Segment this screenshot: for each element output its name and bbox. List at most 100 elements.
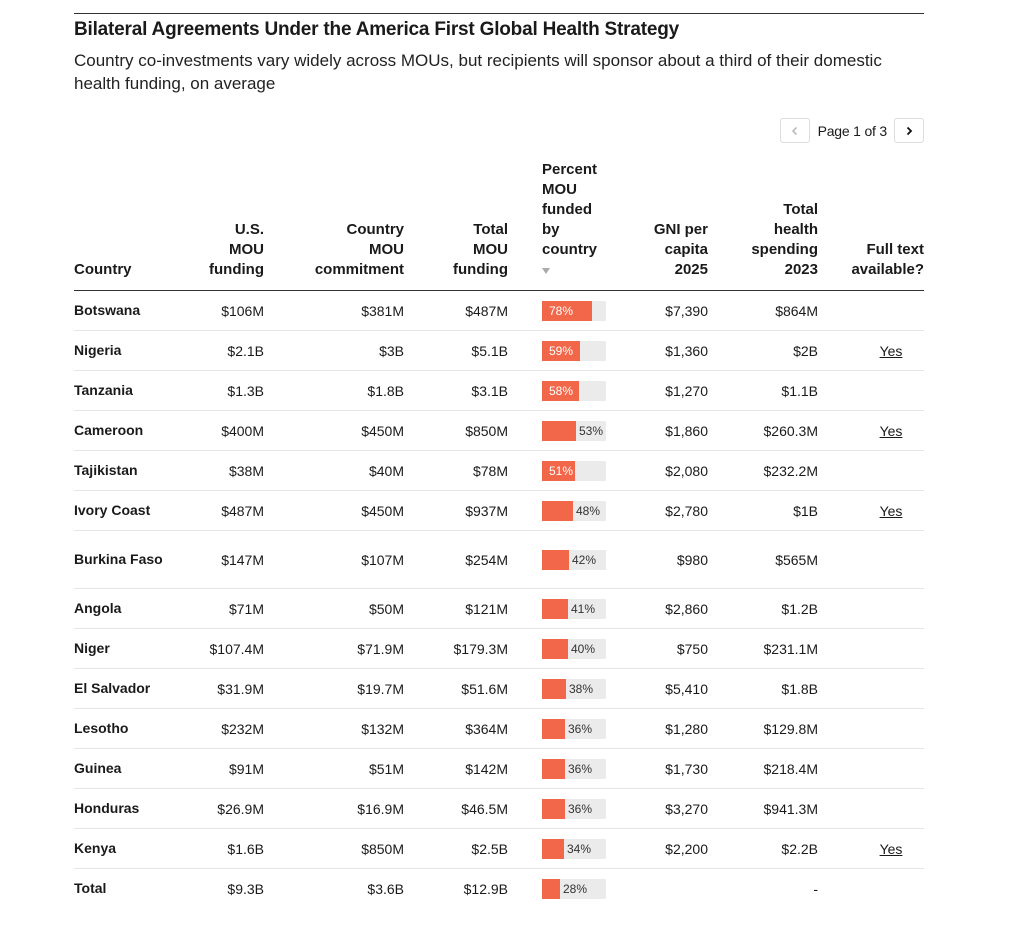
percent-bar-fill [542, 838, 564, 859]
percent-cell: 40% [508, 628, 644, 669]
full-text-cell: Yes [818, 828, 924, 869]
col-header-full-text[interactable]: Full text available? [818, 160, 924, 291]
col-header-country-commitment[interactable]: Country MOU commitment [264, 160, 404, 291]
us-funding-cell: $106M [174, 290, 264, 331]
col-header-health-spending[interactable]: Total health spending 2023 [708, 160, 818, 291]
us-funding-cell: $147M [174, 530, 264, 589]
percent-bar-track: 42% [542, 549, 606, 570]
col-header-total-funding[interactable]: Total MOU funding [404, 160, 508, 291]
health-spending-cell: $2B [708, 330, 818, 371]
total-funding-cell: $121M [404, 588, 508, 629]
col-header-gni[interactable]: GNI per capita 2025 [644, 160, 708, 291]
percent-label: 38% [569, 681, 594, 696]
percent-cell: 48% [508, 490, 644, 531]
table-row: Guinea $91M $51M $142M 36% $1,730 $218.4M [74, 748, 924, 789]
health-spending-cell: $941.3M [708, 788, 818, 829]
full-text-cell [818, 588, 924, 629]
percent-bar-track: 34% [542, 838, 606, 859]
country-commitment-cell: $3.6B [264, 868, 404, 908]
health-spending-cell: $864M [708, 290, 818, 331]
percent-bar-fill [542, 678, 566, 699]
table-row: Ivory Coast $487M $450M $937M 48% $2,780 $1B Ye… [74, 490, 924, 531]
total-funding-cell: $5.1B [404, 330, 508, 371]
health-spending-cell: $129.8M [708, 708, 818, 749]
percent-bar-track: 58% [542, 380, 606, 401]
sort-descending-icon[interactable] [542, 268, 550, 274]
full-text-cell [818, 788, 924, 829]
percent-label: 53% [579, 423, 604, 438]
total-funding-cell: $142M [404, 748, 508, 789]
percent-label: 42% [572, 552, 597, 567]
country-commitment-cell: $51M [264, 748, 404, 789]
total-funding-cell: $364M [404, 708, 508, 749]
page-indicator: Page 1 of 3 [817, 122, 888, 139]
gni-cell: $2,200 [644, 828, 708, 869]
country-commitment-cell: $450M [264, 410, 404, 451]
full-text-cell [818, 450, 924, 491]
us-funding-cell: $232M [174, 708, 264, 749]
gni-cell: $5,410 [644, 668, 708, 709]
table-row: Botswana $106M $381M $487M 78% $7,390 $864M [74, 290, 924, 331]
full-text-link[interactable]: Yes [879, 342, 903, 359]
percent-bar-fill [542, 598, 568, 619]
country-commitment-cell: $1.8B [264, 370, 404, 411]
percent-bar-track: 41% [542, 598, 606, 619]
full-text-link[interactable]: Yes [879, 840, 903, 857]
gni-cell: $2,780 [644, 490, 708, 531]
total-funding-cell: $78M [404, 450, 508, 491]
percent-cell: 78% [508, 290, 644, 331]
percent-cell: 28% [508, 868, 644, 908]
full-text-cell: Yes [818, 330, 924, 371]
percent-label: 41% [571, 601, 596, 616]
percent-bar-fill [542, 798, 565, 819]
country-cell: Total [74, 868, 174, 908]
prev-page-button[interactable] [779, 118, 810, 143]
country-cell: Botswana [74, 290, 174, 331]
full-text-cell [818, 668, 924, 709]
percent-label: 58% [549, 383, 574, 398]
percent-cell: 42% [508, 530, 644, 589]
gni-cell: $3,270 [644, 788, 708, 829]
percent-bar-fill [542, 638, 568, 659]
full-text-link[interactable]: Yes [879, 502, 903, 519]
us-funding-cell: $400M [174, 410, 264, 451]
gni-cell: $7,390 [644, 290, 708, 331]
col-header-us-funding[interactable]: U.S. MOU funding [174, 160, 264, 291]
top-rule [74, 13, 924, 14]
us-funding-cell: $26.9M [174, 788, 264, 829]
table-row: Burkina Faso $147M $107M $254M 42% $980 $565M [74, 530, 924, 589]
health-spending-cell: $260.3M [708, 410, 818, 451]
total-funding-cell: $937M [404, 490, 508, 531]
full-text-link[interactable]: Yes [879, 422, 903, 439]
col-header-percent-funded[interactable]: Percent MOU funded by country [508, 160, 644, 291]
percent-bar-fill [542, 420, 576, 441]
next-page-button[interactable] [894, 118, 924, 143]
table-row: Cameroon $400M $450M $850M 53% $1,860 $260.3M Y… [74, 410, 924, 451]
percent-bar-track: 48% [542, 500, 606, 521]
gni-cell: $1,860 [644, 410, 708, 451]
table-row: Angola $71M $50M $121M 41% $2,860 $1.2B [74, 588, 924, 629]
gni-cell: $1,360 [644, 330, 708, 371]
percent-bar-track: 40% [542, 638, 606, 659]
percent-cell: 53% [508, 410, 644, 451]
table-row: Nigeria $2.1B $3B $5.1B 59% $1,360 $2B Yes [74, 330, 924, 371]
us-funding-cell: $9.3B [174, 868, 264, 908]
percent-bar-track: 28% [542, 878, 606, 899]
col-header-country[interactable]: Country [74, 160, 174, 291]
percent-label: 48% [576, 503, 601, 518]
percent-bar-track: 59% [542, 340, 606, 361]
country-cell: Kenya [74, 828, 174, 869]
percent-cell: 34% [508, 828, 644, 869]
us-funding-cell: $487M [174, 490, 264, 531]
percent-label: 36% [568, 721, 593, 736]
us-funding-cell: $91M [174, 748, 264, 789]
percent-bar-fill [542, 758, 565, 779]
country-cell: Niger [74, 628, 174, 669]
header-row: Country U.S. MOU funding Country MOU commitm… [74, 160, 924, 291]
percent-bar-fill [542, 460, 575, 481]
health-spending-cell: $232.2M [708, 450, 818, 491]
full-text-cell [818, 290, 924, 331]
table-row: Honduras $26.9M $16.9M $46.5M 36% $3,270 $941.… [74, 788, 924, 829]
health-spending-cell: $1.1B [708, 370, 818, 411]
full-text-cell [818, 748, 924, 789]
